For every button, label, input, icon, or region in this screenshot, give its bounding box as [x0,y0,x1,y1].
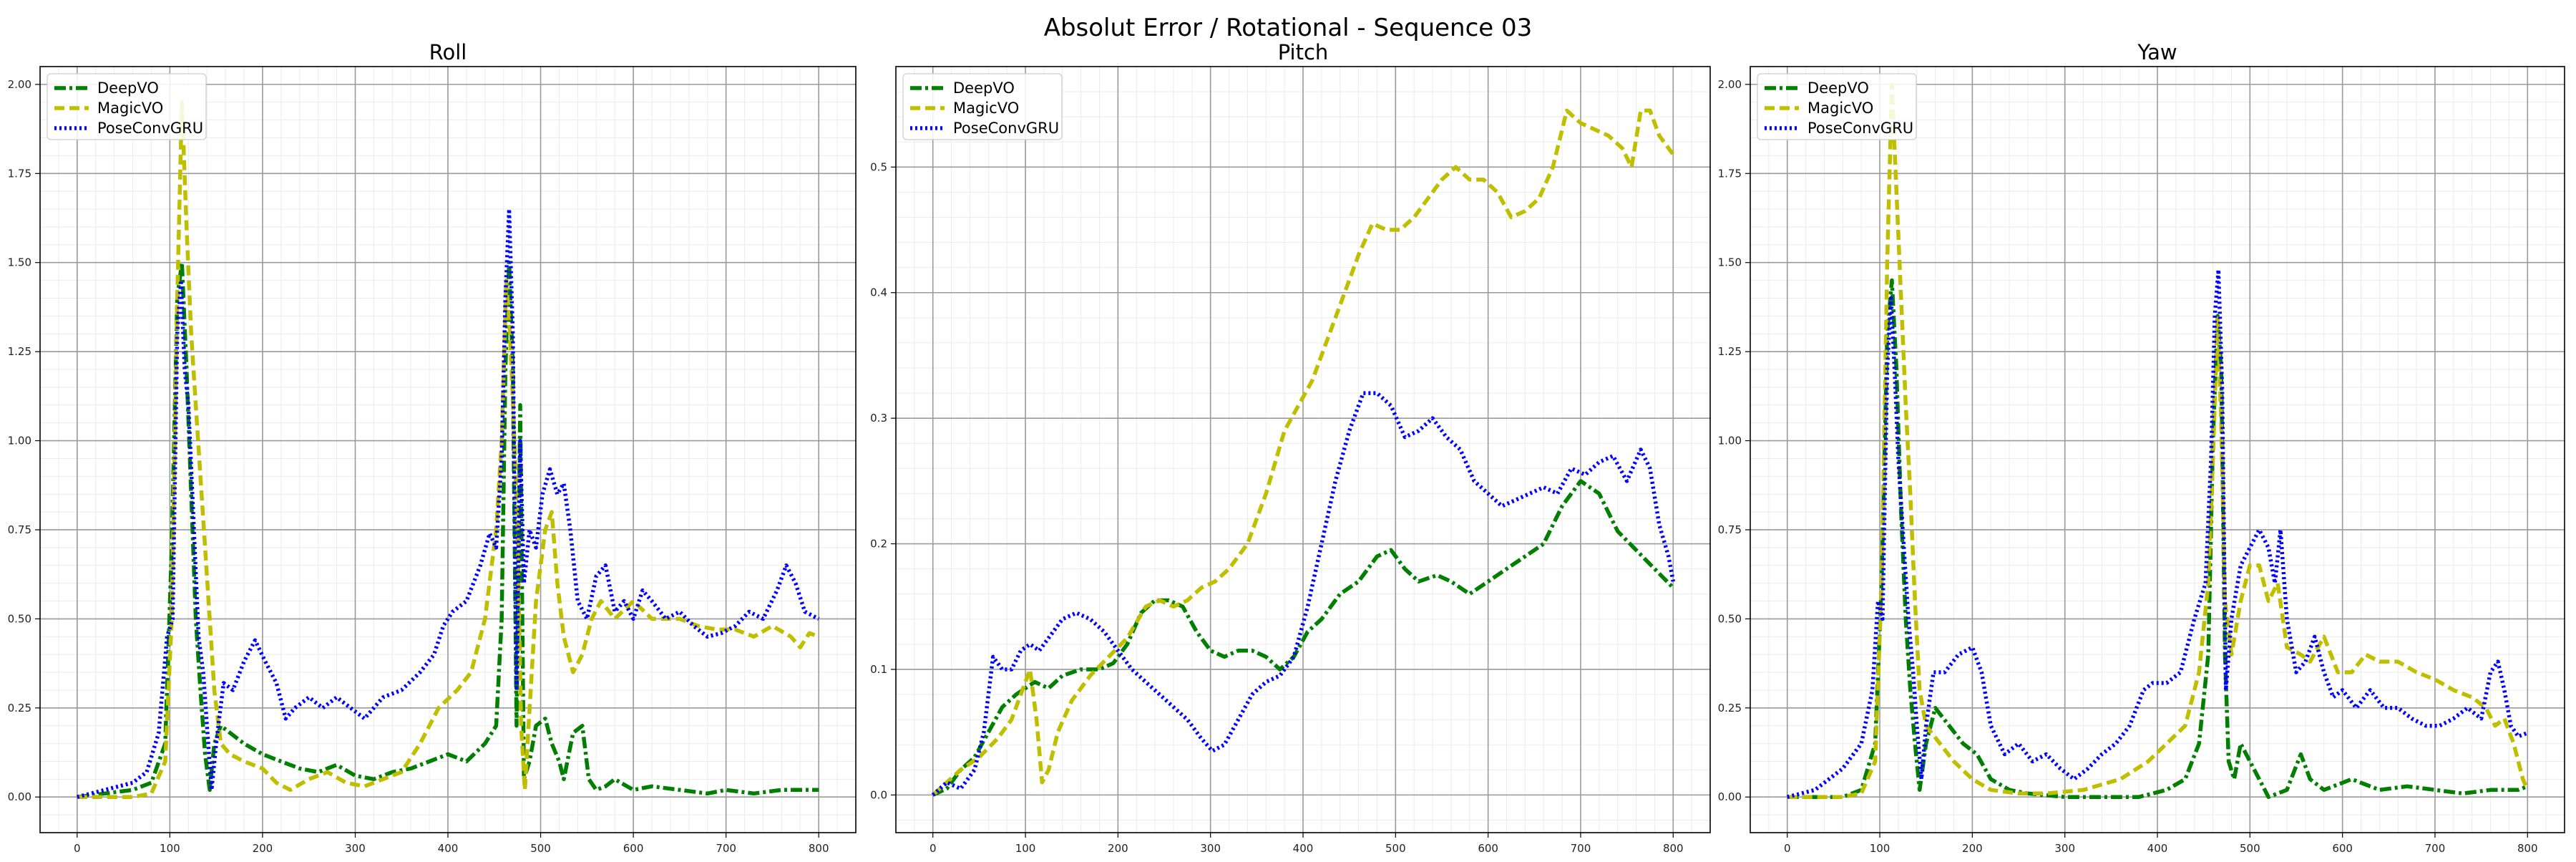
x-tick-label: 800 [1663,842,1684,855]
x-tick-label: 400 [2147,842,2168,855]
series-line-magicvo [1787,82,2529,799]
y-tick-label: 1.25 [8,345,31,358]
x-tick-label: 600 [2332,842,2353,855]
legend: DeepVO MagicVO PoseConvGRU [47,73,207,140]
x-tick-label: 0 [74,842,81,855]
y-tick-label: 0.0 [870,788,887,801]
x-tick-label: 200 [253,842,273,855]
legend: DeepVO MagicVO PoseConvGRU [902,73,1063,140]
series-line-magicvo [77,100,820,799]
y-tick-label: 2.00 [8,78,31,91]
series-line-poseconvgru [931,391,1676,797]
x-tick-label: 700 [1571,842,1591,855]
y-tick-label: 2.00 [1718,78,1742,91]
y-tick-label: 0.50 [1718,612,1742,625]
y-tick-label: 1.00 [1718,435,1742,447]
y-tick-label: 0.1 [870,663,887,676]
x-tick-label: 500 [1385,842,1406,855]
chart-panel-roll: 0 100 200 300 400 500 600 700 800 0.00 0.25 0.50 0.7… [8,40,857,855]
y-tick-label: 0.25 [8,702,31,715]
y-tick-label: 0.4 [870,286,887,299]
y-tick-label: 1.25 [1718,345,1742,358]
x-tick-label: 200 [1962,842,1983,855]
y-tick-label: 0.75 [8,523,31,536]
legend: DeepVO MagicVO PoseConvGRU [1757,73,1917,140]
legend-label: MagicVO [97,100,163,117]
y-tick-label: 0.00 [1718,790,1742,803]
series-line-poseconvgru [1787,267,2529,799]
x-tick-label: 400 [1293,842,1314,855]
axes-frame [895,66,1711,833]
y-tick-label: 0.3 [870,412,887,425]
chart-panel-pitch: 0 100 200 300 400 500 600 700 800 0.0 0.1 0.2 0.3 0.4… [870,40,1711,855]
y-tick-label: 0.25 [1718,702,1742,715]
x-tick-label: 100 [1015,842,1036,855]
panel-title: Roll [429,40,467,64]
legend-box [1757,73,1917,140]
figure-title: Absolut Error / Rotational - Sequence 03 [1044,14,1533,42]
panel-title: Yaw [2137,40,2177,64]
x-tick-label: 100 [160,842,180,855]
x-tick-label: 800 [809,842,829,855]
axes-frame [39,66,857,833]
legend-label: PoseConvGRU [97,120,203,137]
x-tick-label: 700 [2425,842,2446,855]
legend-label: PoseConvGRU [1807,120,1913,137]
x-tick-label: 800 [2517,842,2538,855]
legend-label: DeepVO [97,79,159,97]
y-tick-label: 0.2 [870,538,887,551]
legend-label: PoseConvGRU [953,120,1059,137]
x-tick-label: 500 [530,842,551,855]
chart-panel-yaw: 0 100 200 300 400 500 600 700 800 0.00 0.25 0.50 0.7… [1718,40,2565,855]
series-line-magicvo [931,108,1675,797]
y-tick-label: 1.75 [8,167,31,180]
x-tick-label: 200 [1108,842,1128,855]
legend-label: DeepVO [1807,79,1869,97]
x-tick-label: 700 [716,842,736,855]
legend-box [902,73,1063,140]
y-tick-label: 0.75 [1718,523,1742,536]
x-tick-label: 600 [1478,842,1498,855]
x-tick-label: 500 [2240,842,2260,855]
y-tick-label: 0.00 [8,790,31,803]
y-tick-label: 0.50 [8,612,31,625]
y-tick-label: 0.5 [870,160,887,173]
x-tick-label: 300 [2054,842,2075,855]
legend-label: MagicVO [1807,100,1873,117]
major-grid [40,67,856,833]
legend-label: DeepVO [953,79,1015,97]
panel-title: Pitch [1278,40,1329,64]
x-tick-label: 100 [1870,842,1890,855]
x-tick-label: 600 [623,842,644,855]
x-tick-label: 300 [345,842,366,855]
x-tick-label: 0 [1784,842,1791,855]
series-line-deepvo [932,479,1675,797]
x-tick-label: 300 [1200,842,1221,855]
y-tick-label: 1.75 [1718,167,1742,180]
x-tick-label: 400 [438,842,459,855]
y-tick-label: 1.50 [1718,256,1742,269]
legend-label: MagicVO [953,100,1019,117]
y-tick-label: 1.00 [8,435,31,447]
legend-box [47,73,207,140]
x-tick-label: 0 [930,842,937,855]
series-line-poseconvgru [77,207,820,799]
major-grid [896,67,1710,833]
axes-frame [1750,66,2565,833]
y-tick-label: 1.50 [8,256,31,269]
